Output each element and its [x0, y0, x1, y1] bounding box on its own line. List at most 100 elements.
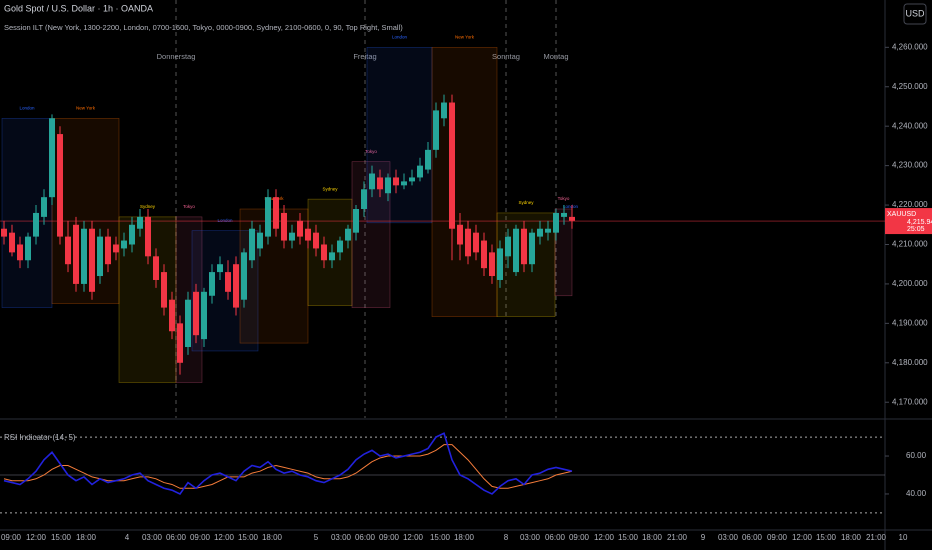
- x-tick-label: 18:00: [841, 533, 862, 542]
- candle-body: [513, 228, 519, 273]
- candle-body: [169, 299, 175, 332]
- day-label: Sonntag: [492, 52, 520, 61]
- candle-body: [521, 228, 527, 265]
- candle-body: [297, 220, 303, 237]
- candle-body: [217, 264, 223, 273]
- x-tick-label: 09:00: [190, 533, 211, 542]
- session-label: Sydney: [140, 204, 156, 209]
- x-tick-label: 06:00: [545, 533, 566, 542]
- currency-button-label[interactable]: USD: [905, 8, 925, 18]
- candle-body: [321, 244, 327, 261]
- candle-body: [49, 118, 55, 198]
- candle-body: [193, 291, 199, 336]
- y-tick-label: 4,240.000: [892, 121, 928, 130]
- candle-body: [393, 177, 399, 186]
- x-tick-label: 21:00: [667, 533, 688, 542]
- session-box: [366, 47, 433, 224]
- x-tick-label: 03:00: [718, 533, 739, 542]
- day-label: Montag: [543, 52, 568, 61]
- x-tick-label: 09:00: [767, 533, 788, 542]
- x-tick-label: 03:00: [331, 533, 352, 542]
- session-label: London: [563, 204, 579, 209]
- x-tick-label: 12:00: [214, 533, 235, 542]
- candle-body: [25, 236, 31, 261]
- candle-body: [225, 272, 231, 292]
- session-label: London: [217, 218, 233, 223]
- candle-body: [233, 264, 239, 308]
- candle-body: [1, 228, 7, 237]
- session-label: New York: [455, 35, 475, 40]
- currency-button[interactable]: [903, 3, 927, 25]
- x-tick-label: 03:00: [142, 533, 163, 542]
- candle-body: [433, 110, 439, 150]
- candle-body: [241, 252, 247, 300]
- y-tick-label: 4,250.000: [892, 82, 928, 91]
- y-tick-label: 4,200.000: [892, 279, 928, 288]
- x-tick-label: 09:00: [1, 533, 22, 542]
- x-tick-label: 09:00: [569, 533, 590, 542]
- y-tick-label: 4,230.000: [892, 161, 928, 170]
- session-box: [431, 47, 498, 317]
- candle-body: [97, 236, 103, 277]
- candle-body: [257, 232, 263, 249]
- candle-body: [265, 197, 271, 237]
- countdown: 25:05: [907, 226, 925, 233]
- candle-body: [449, 102, 455, 229]
- candle-body: [65, 236, 71, 265]
- rsi-title: RSI Indicator (14, 5): [4, 433, 76, 442]
- candle-body: [537, 228, 543, 237]
- candle-body: [121, 240, 127, 249]
- x-tick-label: 09:00: [379, 533, 400, 542]
- session-label: London: [392, 35, 408, 40]
- session-label: New York: [76, 105, 96, 110]
- candle-body: [9, 232, 15, 253]
- x-tick-label: 21:00: [866, 533, 887, 542]
- candle-body: [457, 224, 463, 245]
- y-tick-label: 4,170.000: [892, 397, 928, 406]
- candle-body: [89, 228, 95, 292]
- candle-body: [441, 102, 447, 119]
- x-tick-label: 06:00: [355, 533, 376, 542]
- candle-body: [105, 236, 111, 265]
- candle-body: [33, 212, 39, 237]
- y-tick-label: 60.00: [906, 451, 927, 460]
- candle-body: [553, 212, 559, 233]
- candle-body: [81, 228, 87, 284]
- x-tick-label: 8: [504, 533, 509, 542]
- candle-body: [505, 236, 511, 257]
- candle-body: [17, 244, 23, 261]
- candle-body: [73, 224, 79, 284]
- x-tick-label: 03:00: [520, 533, 541, 542]
- session-label: Sydney: [518, 200, 534, 205]
- candle-body: [545, 228, 551, 233]
- candle-body: [41, 197, 47, 217]
- candle-body: [361, 189, 367, 209]
- x-tick-label: 06:00: [166, 533, 187, 542]
- x-tick-label: 18:00: [454, 533, 475, 542]
- candle-body: [497, 248, 503, 280]
- x-tick-label: 06:00: [742, 533, 763, 542]
- x-tick-label: 18:00: [262, 533, 283, 542]
- candle-body: [113, 244, 119, 253]
- indicator-title: Session ILT (New York, 1300-2200, London…: [4, 23, 403, 32]
- candle-body: [529, 232, 535, 265]
- y-tick-label: 4,180.000: [892, 358, 928, 367]
- candle-body: [57, 134, 63, 237]
- candle-body: [409, 177, 415, 182]
- candle-body: [401, 181, 407, 186]
- candle-body: [305, 228, 311, 241]
- x-tick-label: 12:00: [594, 533, 615, 542]
- session-label: Tokyo: [558, 196, 570, 201]
- candle-body: [425, 149, 431, 170]
- x-tick-label: 15:00: [238, 533, 259, 542]
- candle-body: [473, 232, 479, 253]
- session-box: [496, 212, 556, 317]
- symbol-title: Gold Spot / U.S. Dollar · 1h · OANDA: [4, 3, 153, 13]
- candle-body: [209, 272, 215, 296]
- candle-body: [177, 323, 183, 363]
- candle-body: [313, 232, 319, 249]
- rsi-line: [3, 432, 573, 495]
- x-tick-label: 15:00: [618, 533, 639, 542]
- x-tick-label: 15:00: [430, 533, 451, 542]
